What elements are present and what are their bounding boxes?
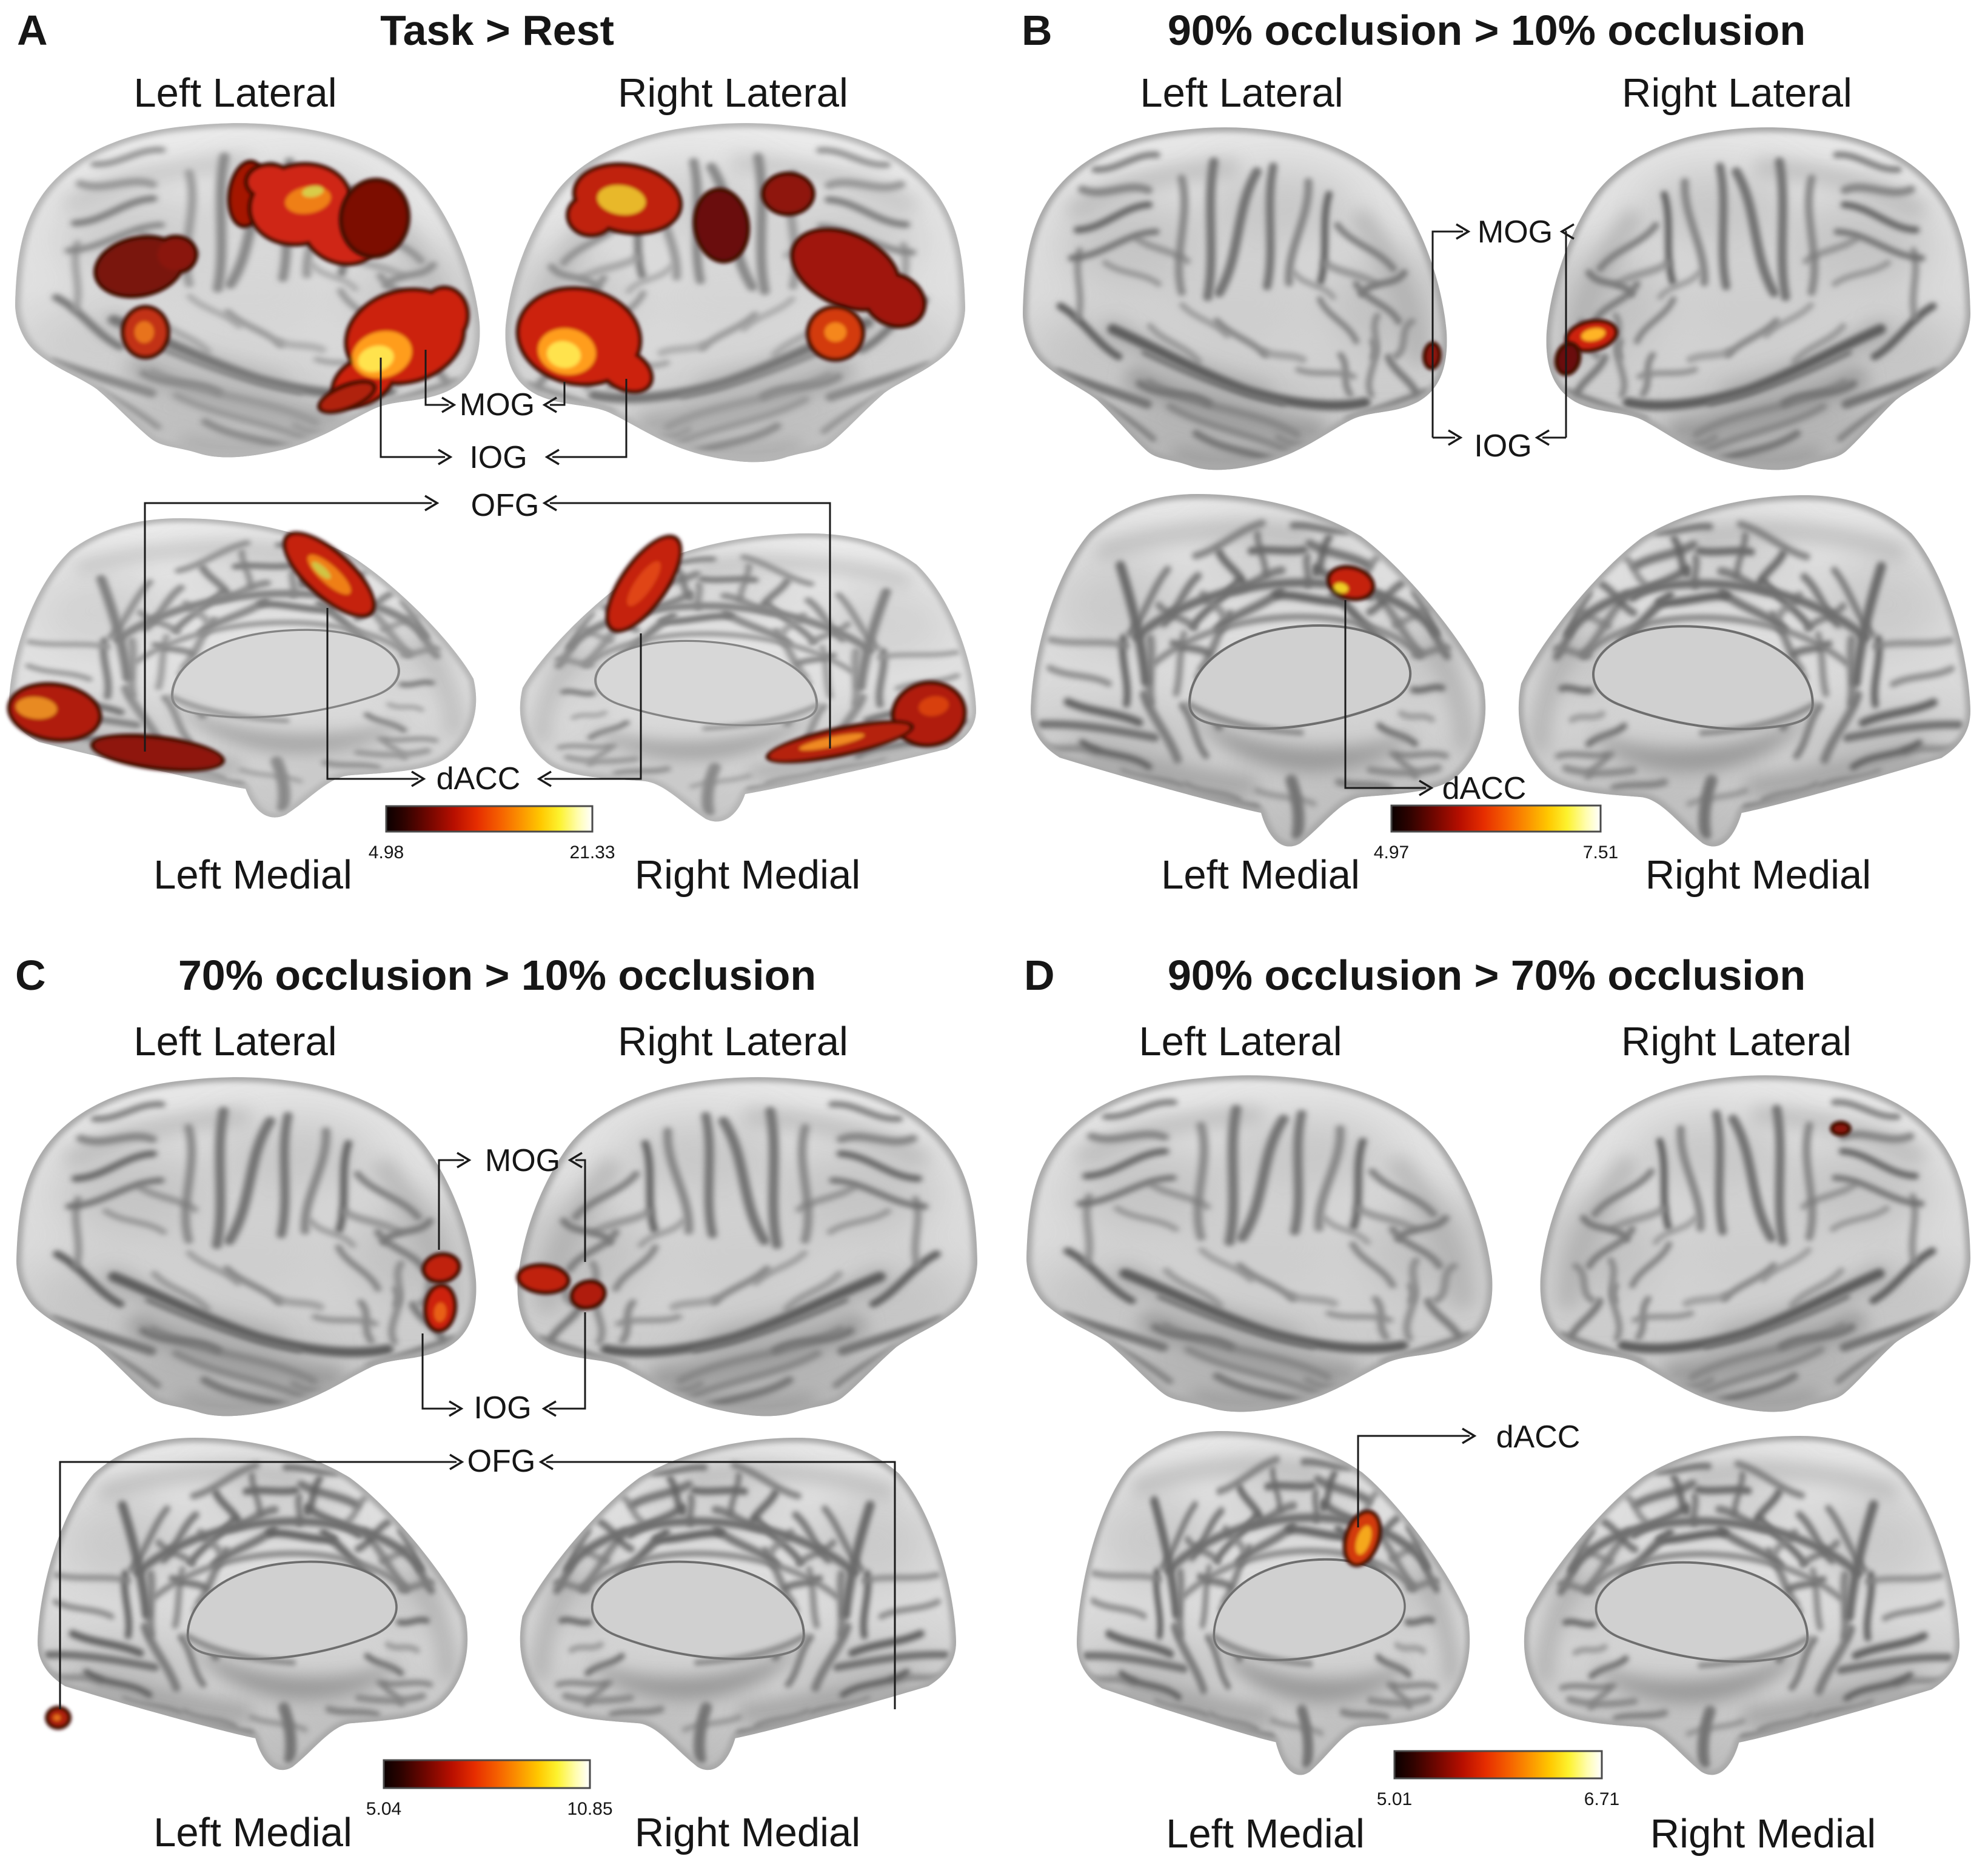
svg-text:B: B	[1022, 7, 1053, 54]
svg-text:dACC: dACC	[437, 761, 521, 796]
svg-text:5.01: 5.01	[1377, 1789, 1412, 1809]
svg-text:Left Medial: Left Medial	[1166, 1811, 1365, 1857]
svg-text:A: A	[17, 7, 48, 54]
svg-text:MOG: MOG	[460, 387, 535, 422]
svg-text:Right Lateral: Right Lateral	[618, 1019, 848, 1064]
svg-text:IOG: IOG	[474, 1390, 531, 1426]
svg-text:70% occlusion > 10% occlusion: 70% occlusion > 10% occlusion	[178, 952, 816, 999]
svg-text:Left Lateral: Left Lateral	[1140, 70, 1343, 116]
svg-text:Right Medial: Right Medial	[1650, 1811, 1876, 1857]
svg-text:21.33: 21.33	[569, 843, 615, 863]
svg-text:Right Medial: Right Medial	[635, 852, 860, 898]
svg-text:Left Medial: Left Medial	[153, 852, 352, 898]
svg-text:90% occlusion > 10% occlusion: 90% occlusion > 10% occlusion	[1168, 7, 1806, 54]
svg-text:IOG: IOG	[469, 440, 527, 475]
svg-text:D: D	[1024, 952, 1055, 999]
svg-text:OFG: OFG	[471, 488, 540, 523]
svg-text:Left Lateral: Left Lateral	[1139, 1019, 1342, 1064]
svg-text:6.71: 6.71	[1584, 1789, 1619, 1809]
svg-text:Left Medial: Left Medial	[1161, 852, 1360, 898]
svg-text:MOG: MOG	[485, 1143, 560, 1178]
svg-text:7.51: 7.51	[1583, 843, 1618, 863]
svg-text:4.98: 4.98	[369, 843, 404, 863]
svg-text:Right Medial: Right Medial	[635, 1810, 860, 1855]
svg-text:Right Lateral: Right Lateral	[1621, 1019, 1852, 1064]
svg-text:Left Lateral: Left Lateral	[133, 70, 336, 116]
svg-text:90% occlusion > 70% occlusion: 90% occlusion > 70% occlusion	[1168, 952, 1806, 999]
svg-text:4.97: 4.97	[1374, 843, 1409, 863]
svg-text:Task > Rest: Task > Rest	[380, 7, 614, 54]
svg-text:Right Lateral: Right Lateral	[618, 70, 848, 116]
svg-text:Right Medial: Right Medial	[1645, 852, 1871, 898]
svg-text:IOG: IOG	[1474, 429, 1531, 464]
svg-text:10.85: 10.85	[567, 1799, 612, 1819]
svg-text:MOG: MOG	[1478, 215, 1553, 250]
svg-text:C: C	[15, 952, 46, 999]
svg-text:OFG: OFG	[467, 1444, 536, 1479]
svg-text:dACC: dACC	[1442, 771, 1527, 806]
svg-text:Left Medial: Left Medial	[153, 1810, 352, 1855]
svg-text:5.04: 5.04	[366, 1799, 401, 1819]
svg-text:Left Lateral: Left Lateral	[133, 1019, 336, 1064]
svg-text:dACC: dACC	[1496, 1420, 1581, 1455]
svg-text:Right Lateral: Right Lateral	[1622, 70, 1852, 116]
